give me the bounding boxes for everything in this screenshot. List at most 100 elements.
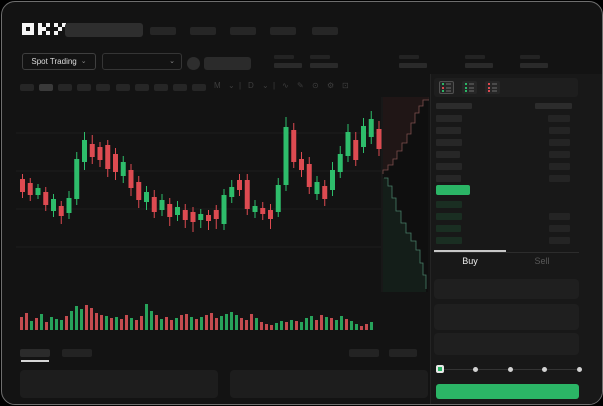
bid-price[interactable] <box>436 213 462 220</box>
ask-amount <box>549 127 570 134</box>
interval-icon[interactable]: M <box>214 81 221 90</box>
bid-price[interactable] <box>436 225 461 232</box>
order-form-field[interactable] <box>434 333 579 355</box>
book-icon-row <box>488 83 497 86</box>
ask-price[interactable] <box>436 115 462 122</box>
stat-value <box>310 63 338 68</box>
slider-stop[interactable] <box>508 367 513 372</box>
stat-label <box>274 55 294 59</box>
candlestick-series <box>20 111 382 232</box>
book-icon-row <box>442 86 451 89</box>
timeframe-button[interactable] <box>96 84 111 91</box>
timeframe-button[interactable] <box>191 84 206 91</box>
price-gridlines <box>16 132 381 248</box>
ask-amount <box>548 115 570 122</box>
ask-price[interactable] <box>436 127 461 134</box>
ask-price[interactable] <box>436 163 462 170</box>
bid-amount <box>549 237 570 244</box>
ask-amount <box>549 139 570 146</box>
ask-price[interactable] <box>436 139 462 146</box>
active-bottom-tab-underline <box>21 360 49 362</box>
book-icon-row <box>465 86 474 89</box>
book-icon-row <box>488 89 497 92</box>
account-button[interactable] <box>204 57 251 70</box>
chart-bottom-tab[interactable] <box>349 349 379 357</box>
nav-item[interactable] <box>230 27 256 35</box>
market-type-label: Spot Trading <box>31 57 77 66</box>
timeframe-button[interactable] <box>58 84 73 91</box>
stat-label <box>520 55 540 59</box>
volume-series <box>20 304 373 330</box>
stat-value <box>274 63 302 68</box>
orderbook-header-amount <box>535 103 572 109</box>
avatar[interactable] <box>187 57 200 70</box>
settings-icon[interactable]: ⚙ <box>327 81 335 90</box>
order-form-field[interactable] <box>434 279 579 299</box>
stat-value <box>465 63 493 68</box>
pair-selector[interactable]: ⌄ <box>102 53 182 70</box>
chevron-down-icon: ⌄ <box>80 58 87 65</box>
chevron-down-icon[interactable]: ⌄ <box>262 81 269 90</box>
slider-stop[interactable] <box>577 367 582 372</box>
ask-price[interactable] <box>436 151 460 158</box>
ask-price[interactable] <box>436 175 461 182</box>
bottom-panel-left <box>20 370 218 398</box>
market-type-selector[interactable]: Spot Trading ⌄ <box>22 53 96 70</box>
order-form-field[interactable] <box>434 304 579 330</box>
slider-stop[interactable] <box>542 367 547 372</box>
stat-label <box>399 55 419 59</box>
last-price-bar[interactable] <box>436 185 470 195</box>
book-icon-row <box>465 89 474 92</box>
chevron-down-icon[interactable]: ⌄ <box>228 81 235 90</box>
chart-style-icon[interactable]: D <box>248 81 254 90</box>
book-combined-icon[interactable] <box>439 81 454 94</box>
divider: | <box>239 81 242 90</box>
timeframe-button[interactable] <box>172 84 187 91</box>
okx-logo <box>22 23 66 35</box>
divider: | <box>273 81 276 90</box>
book-bids-icon[interactable] <box>462 81 477 94</box>
stat-value <box>399 63 427 68</box>
timeframe-button[interactable] <box>134 84 149 91</box>
search-input[interactable] <box>65 23 143 37</box>
fullscreen-icon[interactable]: ⊡ <box>342 81 349 90</box>
book-icon-row <box>488 86 497 89</box>
stat-label <box>310 55 330 59</box>
timeframe-button[interactable] <box>39 84 54 91</box>
timeframe-button[interactable] <box>115 84 130 91</box>
tabs-divider <box>434 252 579 253</box>
active-tab-underline <box>434 250 506 252</box>
panel-divider <box>430 74 431 404</box>
bid-price[interactable] <box>436 201 462 208</box>
chart-bottom-tab[interactable] <box>62 349 92 357</box>
chart-bottom-tab[interactable] <box>20 349 50 357</box>
timeframe-button[interactable] <box>77 84 92 91</box>
camera-icon[interactable]: ⊙ <box>312 81 319 90</box>
book-icon-row <box>465 83 474 86</box>
timeframe-button[interactable] <box>20 84 34 91</box>
depth-chart <box>381 97 429 292</box>
tab-sell[interactable]: Sell <box>534 256 550 266</box>
chart-bottom-tab[interactable] <box>389 349 417 357</box>
bid-amount <box>549 213 570 220</box>
orderbook-header-price <box>436 103 472 109</box>
timeframe-button[interactable] <box>153 84 168 91</box>
book-icon-row <box>442 83 451 86</box>
tab-buy[interactable]: Buy <box>462 256 478 266</box>
nav-item[interactable] <box>270 27 296 35</box>
indicators-icon[interactable]: ∿ <box>282 81 289 90</box>
slider-stop[interactable] <box>473 367 478 372</box>
draw-icon[interactable]: ✎ <box>297 81 304 90</box>
stat-label <box>465 55 485 59</box>
submit-order-button[interactable] <box>436 384 579 399</box>
nav-item[interactable] <box>312 27 338 35</box>
bottom-panel-right <box>230 370 428 398</box>
ask-amount <box>549 163 570 170</box>
book-asks-icon[interactable] <box>485 81 500 94</box>
nav-item[interactable] <box>150 27 176 35</box>
nav-item[interactable] <box>190 27 216 35</box>
slider-handle[interactable] <box>436 365 444 373</box>
orderbook-toolbar <box>434 78 578 97</box>
bid-price[interactable] <box>436 237 462 244</box>
